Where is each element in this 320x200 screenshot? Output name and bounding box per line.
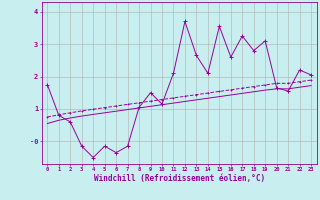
X-axis label: Windchill (Refroidissement éolien,°C): Windchill (Refroidissement éolien,°C) <box>94 174 265 183</box>
